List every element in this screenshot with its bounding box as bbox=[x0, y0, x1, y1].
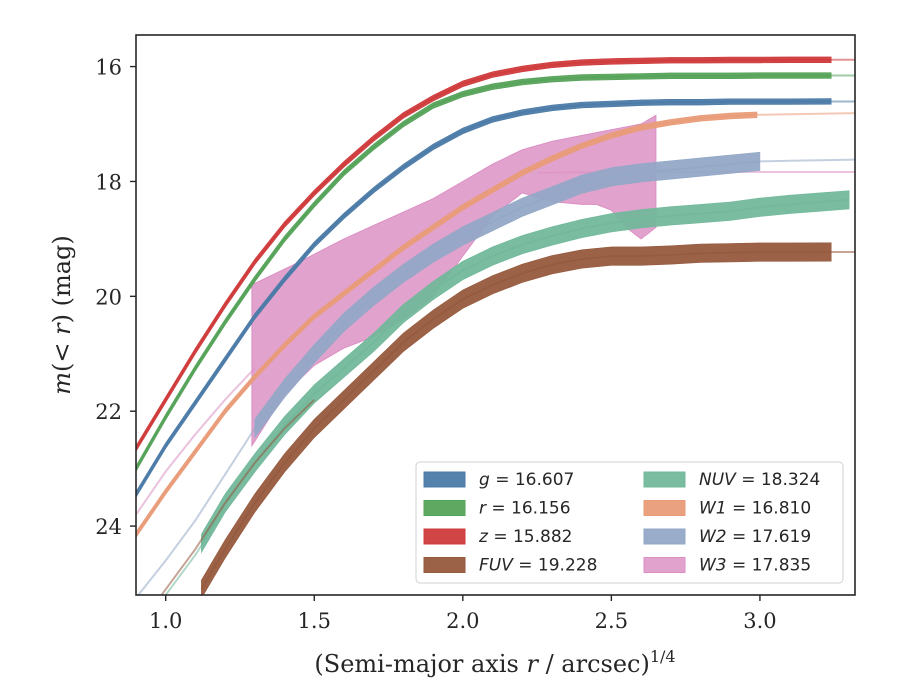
y-tick-label: 16 bbox=[95, 56, 122, 80]
series-w2-line bbox=[254, 160, 760, 429]
series-w1-line bbox=[136, 114, 758, 536]
legend-label: FUV = 19.228 bbox=[479, 556, 597, 576]
series-nuv-line bbox=[200, 199, 850, 544]
legend-box bbox=[415, 461, 844, 584]
legend-swatch bbox=[643, 528, 686, 545]
x-tick-label: 1.0 bbox=[149, 609, 182, 633]
series-g-line bbox=[136, 100, 832, 495]
legend-swatch bbox=[423, 471, 466, 488]
legend-entry-r: r = 16.156 bbox=[423, 499, 571, 519]
legend: g = 16.607 r = 16.156 z = 15.882 FUV = 19.2… bbox=[415, 461, 844, 584]
series-nuv-band bbox=[201, 190, 850, 554]
series-w2-extension-line bbox=[137, 427, 256, 595]
legend-swatch bbox=[423, 500, 466, 516]
y-tick-label: 22 bbox=[95, 400, 122, 424]
plot-frame bbox=[135, 34, 856, 596]
x-tick-label: 2.0 bbox=[446, 609, 479, 633]
legend-entry-z: z = 15.882 bbox=[423, 527, 572, 547]
legend-label: g = 16.607 bbox=[479, 470, 574, 490]
series-fuv bbox=[160, 242, 855, 595]
series-r-band bbox=[136, 72, 832, 473]
series-z-line bbox=[136, 58, 832, 449]
legend-swatch bbox=[643, 557, 686, 573]
legend-label: W1 = 16.810 bbox=[699, 499, 811, 519]
legend-entry-w3: W3 = 17.835 bbox=[643, 556, 811, 576]
series-fuv-band bbox=[201, 242, 832, 595]
legend-entry-w2: W2 = 17.619 bbox=[643, 527, 811, 547]
legend-entry-fuv: FUV = 19.228 bbox=[423, 556, 597, 576]
series-w3 bbox=[136, 114, 855, 516]
legend-swatch bbox=[423, 557, 466, 573]
series-fuv-line bbox=[200, 251, 832, 590]
y-tick-label: 20 bbox=[95, 285, 122, 309]
y-axis-label: m(< r) (mag) bbox=[48, 235, 76, 395]
x-tick-label: 2.5 bbox=[595, 609, 628, 633]
legend-label: z = 15.882 bbox=[478, 527, 572, 547]
series-g-band bbox=[136, 98, 832, 498]
y-tick-label: 24 bbox=[95, 515, 122, 539]
series-z-band bbox=[136, 56, 832, 452]
series-r bbox=[136, 72, 855, 473]
series-layer bbox=[136, 56, 855, 595]
legend-label: W2 = 17.619 bbox=[699, 527, 811, 547]
ticks-layer: 1.0 1.5 2.0 2.5 3.0 16 18 20 22 24 bbox=[95, 56, 776, 633]
x-tick-label: 3.0 bbox=[743, 609, 776, 633]
x-tick-label: 1.5 bbox=[298, 609, 331, 633]
legend-label: W3 = 17.835 bbox=[699, 556, 811, 576]
series-w1-extension-line bbox=[756, 112, 855, 116]
legend-swatch bbox=[423, 528, 466, 545]
series-fuv-extension-line bbox=[160, 398, 315, 595]
series-r-line bbox=[136, 74, 832, 469]
series-w1-band bbox=[136, 111, 758, 539]
legend-label: NUV = 18.324 bbox=[699, 470, 820, 490]
series-w2-extension-line bbox=[759, 158, 855, 163]
legend-entry-w1: W1 = 16.810 bbox=[643, 499, 811, 519]
x-axis-label: (Semi-major axis r / arcsec)1/4 bbox=[314, 647, 675, 678]
legend-swatch bbox=[643, 471, 686, 488]
legend-swatch bbox=[643, 500, 686, 516]
series-w3-inner-line bbox=[136, 367, 256, 516]
series-w2-band bbox=[254, 151, 761, 439]
series-w2 bbox=[137, 151, 855, 595]
y-tick-label: 18 bbox=[95, 170, 122, 194]
legend-entry-nuv: NUV = 18.324 bbox=[643, 470, 820, 490]
series-w1 bbox=[136, 111, 855, 539]
series-g bbox=[136, 98, 855, 498]
legend-entry-g: g = 16.607 bbox=[423, 470, 574, 490]
series-z bbox=[136, 56, 855, 452]
legend-label: r = 16.156 bbox=[479, 499, 571, 519]
series-nuv bbox=[164, 190, 850, 595]
